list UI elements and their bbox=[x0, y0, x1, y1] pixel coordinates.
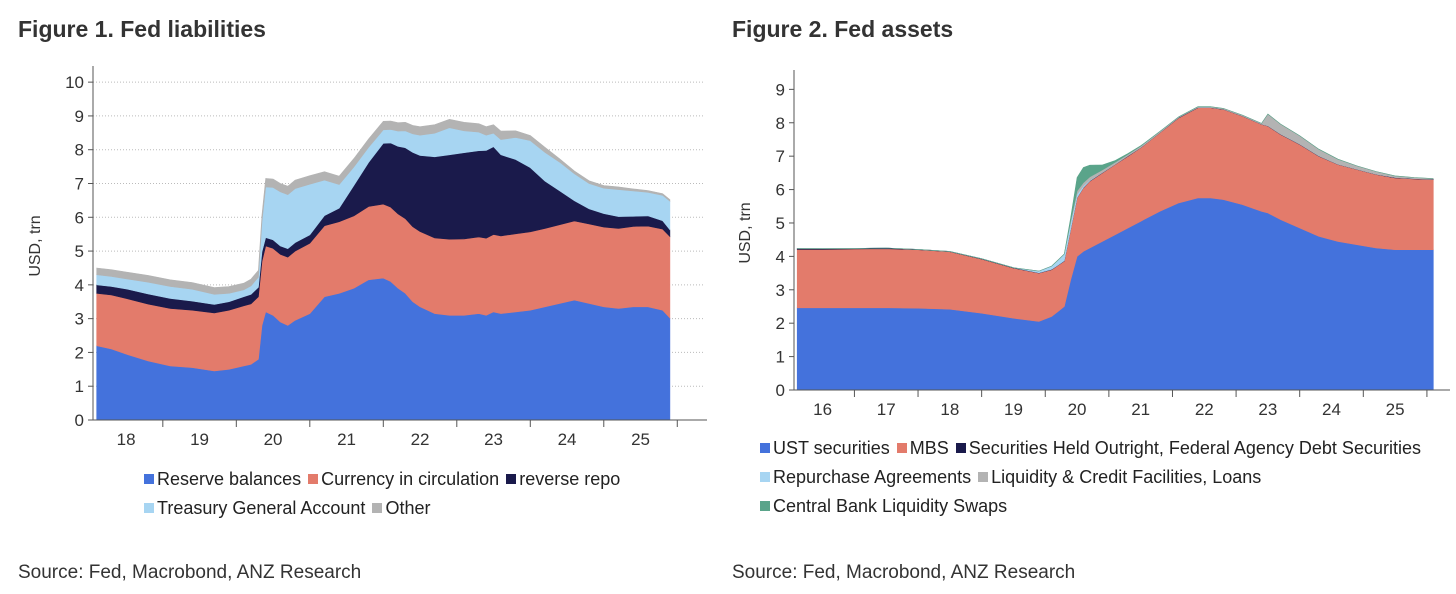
legend-label: Central Bank Liquidity Swaps bbox=[773, 496, 1008, 516]
x-tick-label: 17 bbox=[877, 400, 896, 419]
x-tick-label: 20 bbox=[264, 430, 283, 449]
x-tick-label: 24 bbox=[1322, 400, 1341, 419]
legend-label: UST securities bbox=[773, 438, 890, 458]
legend-label: Liquidity & Credit Facilities, Loans bbox=[991, 467, 1262, 487]
y-axis-title: USD, trn bbox=[27, 215, 44, 276]
y-tick-label: 0 bbox=[75, 411, 84, 430]
x-tick-label: 20 bbox=[1068, 400, 1087, 419]
legend-label: Treasury General Account bbox=[157, 498, 366, 518]
area-other bbox=[96, 118, 671, 295]
legend-item-mbs: MBS bbox=[896, 434, 949, 463]
legend-item-other: Other bbox=[372, 494, 430, 523]
legend-item-reserve-balances: Reserve balances bbox=[144, 465, 301, 494]
legend-item-agency-debt: Securities Held Outright, Federal Agency… bbox=[955, 434, 1421, 463]
x-tick-label: 18 bbox=[117, 430, 136, 449]
y-tick-label: 4 bbox=[776, 247, 785, 266]
x-tick-label: 16 bbox=[813, 400, 832, 419]
y-tick-label: 6 bbox=[776, 181, 785, 200]
legend-swatch bbox=[372, 503, 383, 513]
figure1-title: Figure 1. Fed liabilities bbox=[18, 16, 266, 42]
y-tick-label: 2 bbox=[776, 314, 785, 333]
y-tick-label: 9 bbox=[776, 80, 785, 99]
figure1-panel: Figure 1. Fed liabilities 0 1 2 3 4 5 6 7 8 9 10 18… bbox=[0, 0, 720, 594]
y-tick-label: 3 bbox=[776, 281, 785, 300]
x-tick-label: 21 bbox=[1131, 400, 1150, 419]
y-tick-label: 8 bbox=[776, 114, 785, 133]
y-axis-title: USD, trn bbox=[737, 202, 754, 263]
legend-label: Currency in circulation bbox=[321, 469, 500, 489]
legend-label: Other bbox=[385, 498, 431, 518]
x-tick-label: 19 bbox=[1004, 400, 1023, 419]
figure2-legend: UST securities MBS Securities Held Outri… bbox=[760, 434, 1423, 521]
legend-swatch bbox=[955, 443, 966, 453]
figure2-title: Figure 2. Fed assets bbox=[732, 16, 954, 42]
y-tick-label: 7 bbox=[75, 174, 84, 193]
legend-item-liquidity-credit-facilities: Liquidity & Credit Facilities, Loans bbox=[978, 463, 1261, 492]
legend-label: Reserve balances bbox=[157, 469, 302, 489]
legend-swatch bbox=[144, 474, 154, 484]
x-tick-label: 23 bbox=[1258, 400, 1277, 419]
figure2-source: Source: Fed, Macrobond, ANZ Research bbox=[732, 562, 1076, 583]
legend-swatch bbox=[308, 474, 319, 484]
y-tick-label: 7 bbox=[776, 147, 785, 166]
legend-item-reverse-repo: reverse repo bbox=[506, 465, 620, 494]
legend-item-central-bank-liquidity-swaps: Central Bank Liquidity Swaps bbox=[760, 492, 1007, 521]
y-tick-label: 1 bbox=[776, 348, 785, 367]
legend-label: MBS bbox=[909, 438, 949, 458]
x-tick-label: 22 bbox=[411, 430, 430, 449]
y-tick-label: 10 bbox=[65, 73, 84, 92]
y-tick-label: 3 bbox=[75, 310, 84, 329]
x-tick-label: 24 bbox=[558, 430, 577, 449]
legend-label: Repurchase Agreements bbox=[773, 467, 972, 487]
legend-swatch bbox=[506, 474, 517, 484]
legend-label: Securities Held Outright, Federal Agency… bbox=[968, 438, 1421, 458]
y-tick-label: 5 bbox=[776, 214, 785, 233]
legend-item-currency-in-circulation: Currency in circulation bbox=[308, 465, 499, 494]
legend-label: reverse repo bbox=[519, 469, 621, 489]
legend-item-repurchase-agreements: Repurchase Agreements bbox=[760, 463, 971, 492]
legend-swatch bbox=[144, 503, 154, 513]
x-tick-label: 21 bbox=[337, 430, 356, 449]
y-tick-label: 1 bbox=[75, 377, 84, 396]
legend-swatch bbox=[760, 443, 770, 453]
x-tick-label: 25 bbox=[631, 430, 650, 449]
legend-item-treasury-general-account: Treasury General Account bbox=[144, 494, 365, 523]
x-tick-label: 23 bbox=[484, 430, 503, 449]
figure1-source: Source: Fed, Macrobond, ANZ Research bbox=[18, 562, 362, 583]
y-tick-label: 8 bbox=[75, 141, 84, 160]
y-tick-label: 4 bbox=[75, 276, 84, 295]
y-tick-label: 6 bbox=[75, 208, 84, 227]
legend-swatch bbox=[760, 501, 770, 511]
x-tick-label: 18 bbox=[940, 400, 959, 419]
x-tick-label: 25 bbox=[1386, 400, 1405, 419]
legend-swatch bbox=[896, 443, 907, 453]
legend-swatch bbox=[978, 472, 989, 482]
x-tick-label: 22 bbox=[1195, 400, 1214, 419]
x-tick-label: 19 bbox=[190, 430, 209, 449]
y-tick-label: 2 bbox=[75, 343, 84, 362]
legend-item-ust-securities: UST securities bbox=[760, 434, 890, 463]
figure1-legend: Reserve balances Currency in circulation… bbox=[144, 465, 622, 523]
y-tick-label: 5 bbox=[75, 242, 84, 261]
y-tick-label: 0 bbox=[776, 381, 785, 400]
figure2-panel: Figure 2. Fed assets 0 1 2 3 4 5 6 7 8 9 16 17 18 19 2… bbox=[720, 0, 1456, 594]
legend-swatch bbox=[760, 472, 770, 482]
y-tick-label: 9 bbox=[75, 107, 84, 126]
